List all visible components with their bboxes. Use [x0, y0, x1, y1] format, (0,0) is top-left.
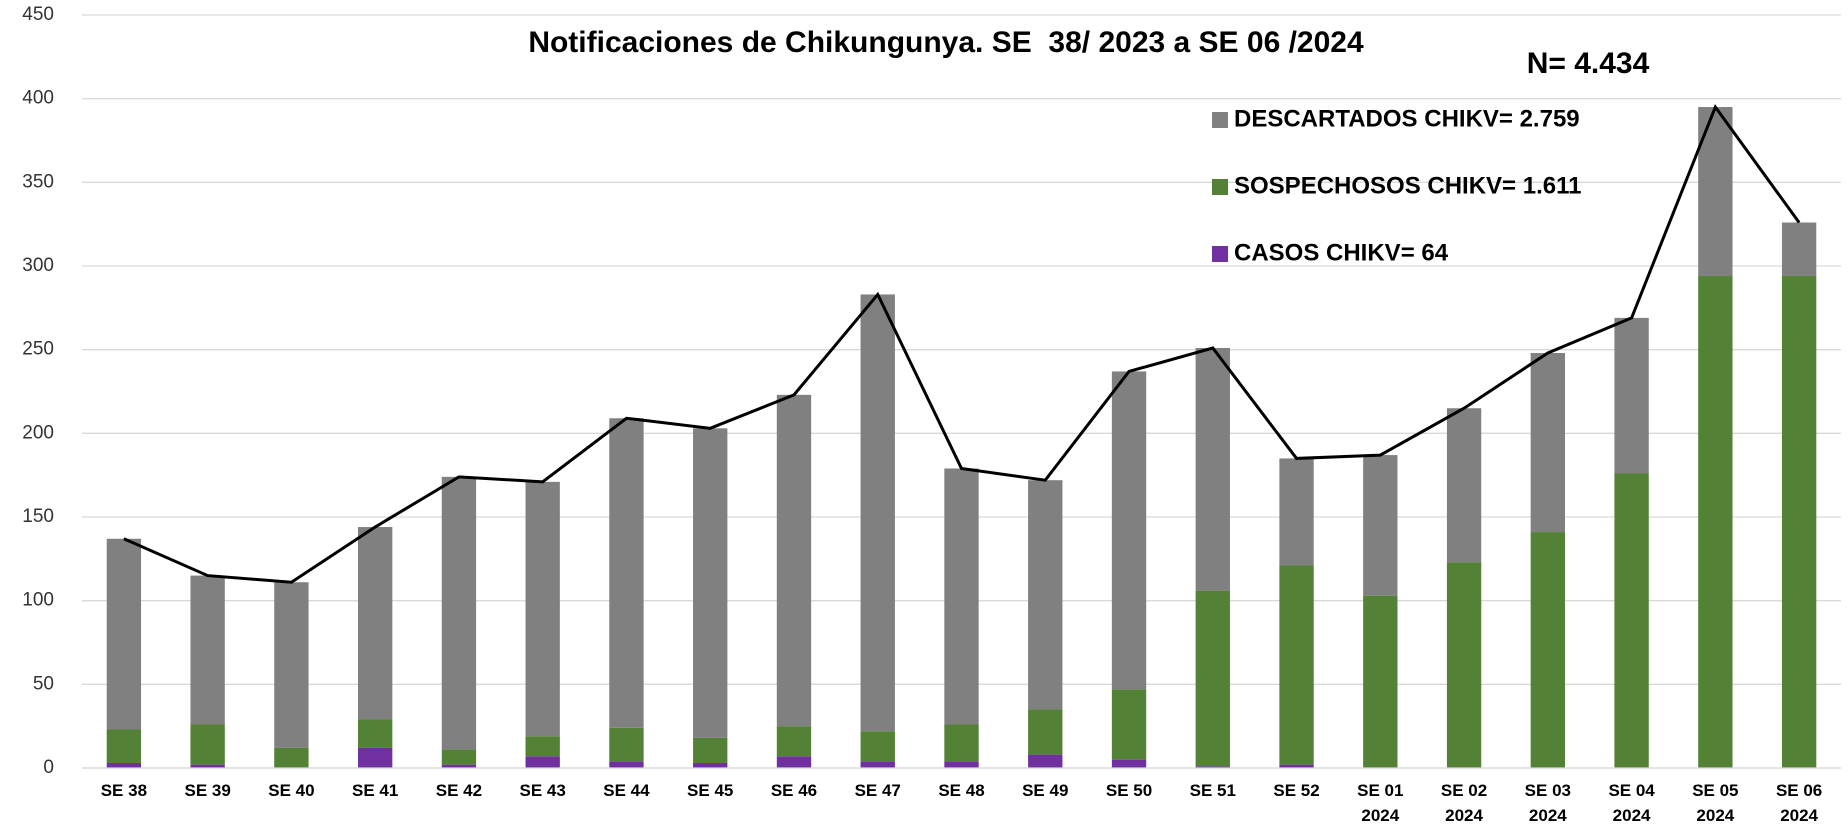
- bar-segment: [106, 729, 142, 763]
- bar-segment: [944, 724, 979, 762]
- bar-segment: [1363, 455, 1398, 596]
- bar-segment: [357, 719, 393, 748]
- bar-segment: [274, 747, 309, 768]
- bar-segment: [441, 476, 477, 750]
- annotation: N= 4.434: [1527, 47, 1650, 80]
- x-tick-label: SE 52: [1273, 781, 1320, 800]
- bar-segment: [609, 727, 644, 762]
- x-tick-label: SE 44: [603, 781, 650, 800]
- bar-segment: [106, 762, 142, 768]
- bar-segment: [1028, 480, 1063, 710]
- x-tick-label: SE 39: [184, 781, 231, 800]
- x-tick-label: SE 40: [268, 781, 315, 800]
- x-tick-label: SE 47: [854, 781, 901, 800]
- bar-segment: [525, 736, 560, 757]
- bar-segment: [441, 764, 477, 768]
- legend-label: DESCARTADOS CHIKV= 2.759: [1234, 105, 1580, 132]
- legend-label: SOSPECHOSOS CHIKV= 1.611: [1234, 172, 1581, 199]
- bar-segment: [1446, 408, 1482, 563]
- bar-segment: [274, 582, 309, 748]
- bar-segment: [190, 575, 225, 725]
- bar-segment: [1781, 276, 1817, 768]
- bar-segment: [1195, 347, 1230, 591]
- x-tick-label: SE 45: [687, 781, 734, 800]
- y-tick-label: 300: [22, 255, 54, 276]
- x-tick-label: SE 46: [770, 781, 818, 800]
- bar-segment: [1614, 473, 1649, 768]
- legend-swatch: [1212, 179, 1228, 195]
- bar-segment: [1195, 766, 1230, 768]
- bar-segment: [944, 468, 979, 725]
- bar-segment: [1279, 565, 1314, 765]
- y-tick-label: 250: [22, 339, 54, 360]
- legend-swatch: [1212, 246, 1228, 262]
- bar-segment: [1195, 590, 1230, 767]
- x-tick-label: SE 51: [1189, 781, 1236, 800]
- bar-segment: [776, 756, 812, 768]
- bar-segment: [1446, 562, 1482, 768]
- bar-segment: [1279, 458, 1314, 566]
- bar-segment: [525, 756, 560, 768]
- bar-segment: [860, 294, 895, 732]
- bar-segment: [693, 428, 728, 738]
- bar-segment: [1614, 317, 1649, 474]
- bar-segment: [609, 418, 644, 728]
- bar-segment: [776, 394, 812, 727]
- y-tick-label: 50: [33, 673, 54, 694]
- bar-segment: [776, 726, 812, 757]
- x-tick-label: SE 06 2024: [1775, 781, 1823, 825]
- bar-segment: [1028, 754, 1063, 768]
- bar-segment: [860, 731, 895, 762]
- y-tick-label: 350: [22, 171, 54, 192]
- x-tick-label: SE 05 2024: [1692, 781, 1739, 825]
- x-tick-label: SE 02 2024: [1440, 781, 1488, 825]
- bar-segment: [693, 737, 728, 763]
- bar-segment: [1111, 371, 1147, 690]
- y-tick-label: 100: [22, 590, 54, 611]
- bar-segment: [1698, 276, 1733, 768]
- y-tick-label: 150: [22, 506, 54, 527]
- bar-segment: [1781, 222, 1817, 277]
- x-tick-label: SE 03 2024: [1524, 781, 1571, 825]
- x-tick-label: SE 48: [938, 781, 985, 800]
- bar-segment: [106, 538, 142, 730]
- bar-segment: [1530, 353, 1566, 533]
- bar-segment: [693, 762, 728, 768]
- y-tick-label: 0: [43, 757, 54, 778]
- x-tick-label: SE 01 2024: [1357, 781, 1404, 825]
- x-tick-label: SE 04 2024: [1608, 781, 1655, 825]
- x-tick-label: SE 49: [1022, 781, 1069, 800]
- bar-segment: [944, 761, 979, 768]
- x-tick-label: SE 38: [100, 781, 148, 800]
- bar-segment: [1279, 764, 1314, 768]
- bar-segment: [1111, 759, 1147, 768]
- legend-swatch: [1212, 112, 1228, 128]
- bar-segment: [609, 761, 644, 768]
- y-tick-label: 450: [22, 4, 54, 25]
- y-tick-label: 200: [22, 422, 54, 443]
- bar-segment: [357, 747, 393, 768]
- chart-title: Notificaciones de Chikungunya. SE 38/ 20…: [528, 26, 1364, 59]
- bar-segment: [525, 481, 560, 737]
- bar-segment: [1530, 532, 1566, 768]
- bar-segment: [860, 761, 895, 768]
- bar-segment: [357, 527, 393, 720]
- x-tick-label: SE 42: [435, 781, 483, 800]
- legend-label: CASOS CHIKV= 64: [1234, 239, 1449, 266]
- bar-segment: [1028, 709, 1063, 755]
- x-tick-label: SE 43: [519, 781, 566, 800]
- bar-segment: [1363, 595, 1398, 768]
- bar-segment: [190, 764, 225, 768]
- bar-segment: [190, 724, 225, 765]
- bar-segment: [441, 749, 477, 765]
- total-line: [123, 103, 1801, 584]
- bar-segment: [1698, 107, 1733, 277]
- x-tick-label: SE 50: [1105, 781, 1153, 800]
- x-tick-label: SE 41: [352, 781, 399, 800]
- y-tick-label: 400: [22, 88, 54, 109]
- bar-segment: [1111, 689, 1147, 760]
